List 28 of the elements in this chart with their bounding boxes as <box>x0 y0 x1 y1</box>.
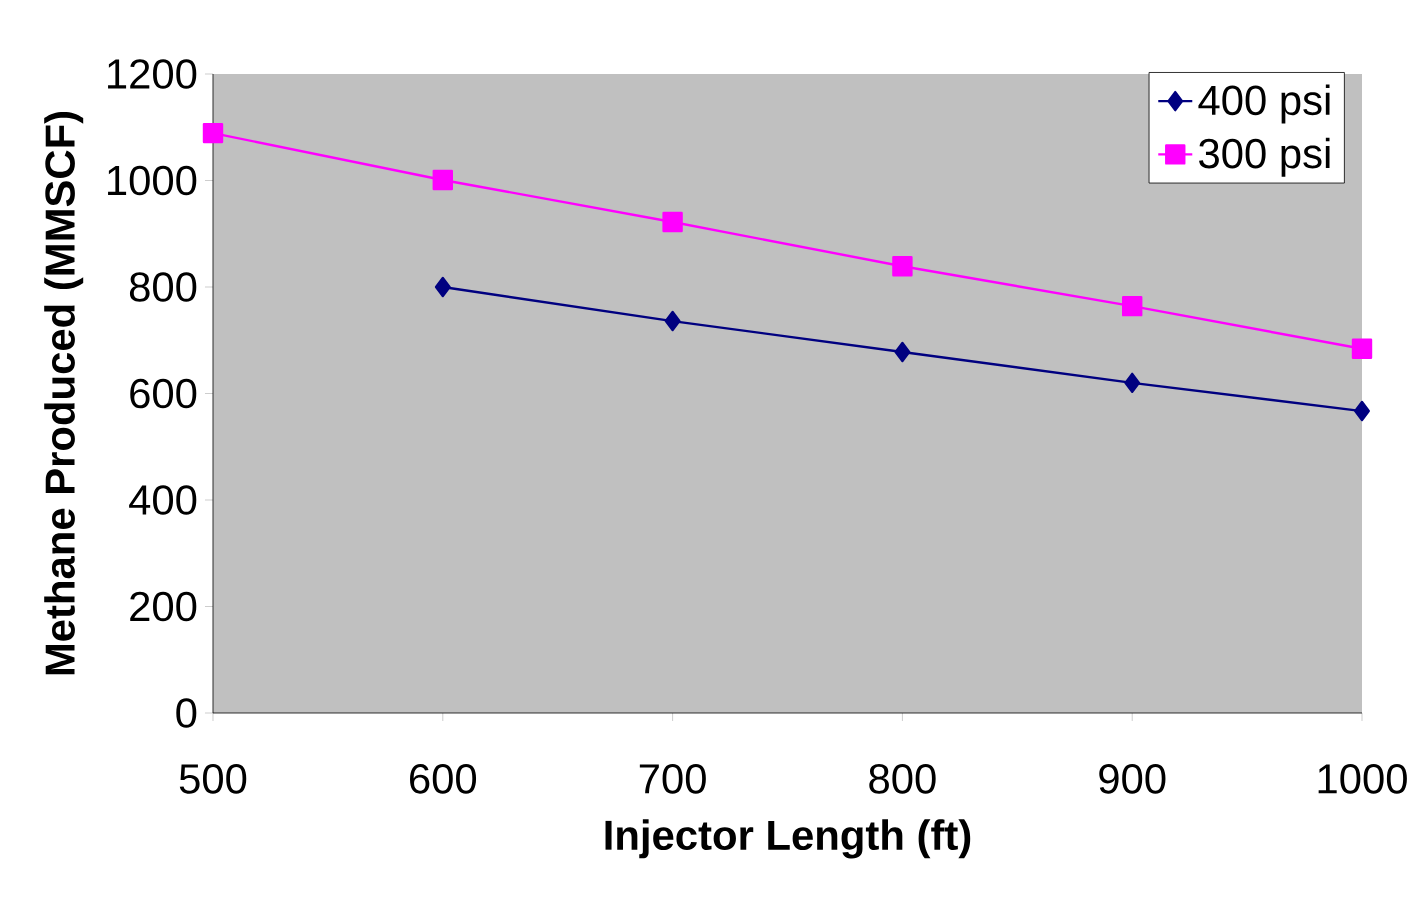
x-tick-label: 700 <box>639 764 706 794</box>
point <box>202 122 224 144</box>
x-tick-label: 1000 <box>1318 764 1407 794</box>
y-tick-label: 1000 <box>108 165 197 196</box>
point <box>662 211 683 233</box>
y-tick-label: 800 <box>129 272 197 302</box>
point <box>892 256 913 277</box>
x-axis-title: Injector Length (ft) <box>605 819 971 859</box>
legend-label: 300 psi <box>1199 137 1330 177</box>
y-tick-label: 0 <box>176 698 197 728</box>
y-tick-label: 600 <box>130 378 197 409</box>
x-tick-label: 600 <box>410 764 477 794</box>
y-axis-title: Methane Produced (MMSCF) <box>44 112 84 675</box>
point <box>894 341 911 363</box>
y-tick-label: 400 <box>129 485 197 515</box>
point <box>664 310 681 332</box>
point <box>434 276 451 298</box>
y-tick-label: 1200 <box>108 59 197 89</box>
point <box>1124 372 1141 394</box>
point <box>1354 400 1370 422</box>
point <box>1351 338 1373 359</box>
x-tick-label: 500 <box>179 764 247 794</box>
point <box>1122 295 1143 317</box>
legend-label: 400 psi <box>1198 84 1330 124</box>
x-tick-label: 900 <box>1099 764 1166 794</box>
y-tick-label: 200 <box>130 591 197 622</box>
x-tick-label: 800 <box>869 764 936 794</box>
point <box>432 169 453 191</box>
